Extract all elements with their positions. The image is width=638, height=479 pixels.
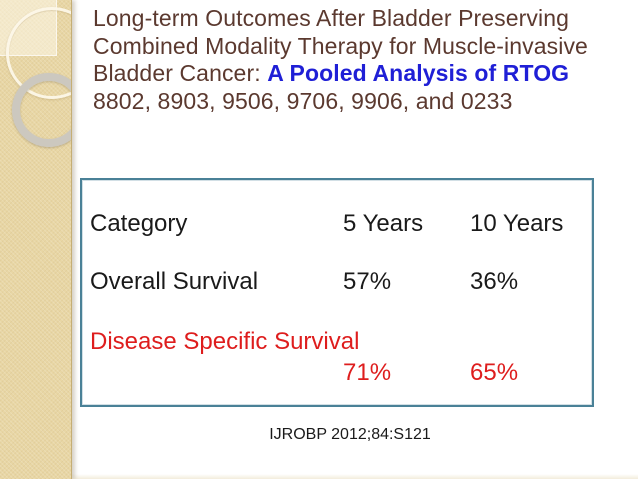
value-5-years: 57%: [343, 268, 392, 295]
title-text-part2: 8802, 8903, 9506, 9706, 9906, and 0233: [93, 87, 513, 114]
col-header-10-years: 10 Years: [470, 210, 564, 237]
title-highlight-text: A Pooled Analysis of RTOG: [267, 60, 570, 86]
row-label: Disease Specific Survival: [90, 328, 360, 355]
value-10-years: 36%: [470, 268, 519, 295]
outcomes-table: Category 5 Years 10 Years Overall Surviv…: [80, 178, 594, 407]
citation: IJROBP 2012;84:S121: [269, 426, 431, 443]
sidebar-decoration: [0, 0, 72, 479]
table-header-row: Category 5 Years 10 Years: [82, 210, 592, 238]
value-5-years: 71%: [343, 359, 392, 386]
col-header-category: Category: [90, 210, 188, 237]
table-row-overall-survival: Overall Survival 57% 36%: [82, 268, 592, 296]
row-label: Overall Survival: [90, 268, 259, 295]
table-row-disease-specific-values: 71% 65%: [82, 359, 592, 387]
value-10-years: 65%: [470, 359, 519, 386]
table-row-disease-specific-label: Disease Specific Survival: [82, 328, 592, 356]
title-text-part1: Long-term Outcomes After Bladder Preserv…: [93, 5, 588, 86]
col-header-5-years: 5 Years: [343, 210, 424, 237]
slide-bottom-edge: [0, 474, 638, 479]
slide-title: Long-term Outcomes After Bladder Preserv…: [93, 5, 616, 115]
gray-ring-decoration: [12, 73, 71, 147]
